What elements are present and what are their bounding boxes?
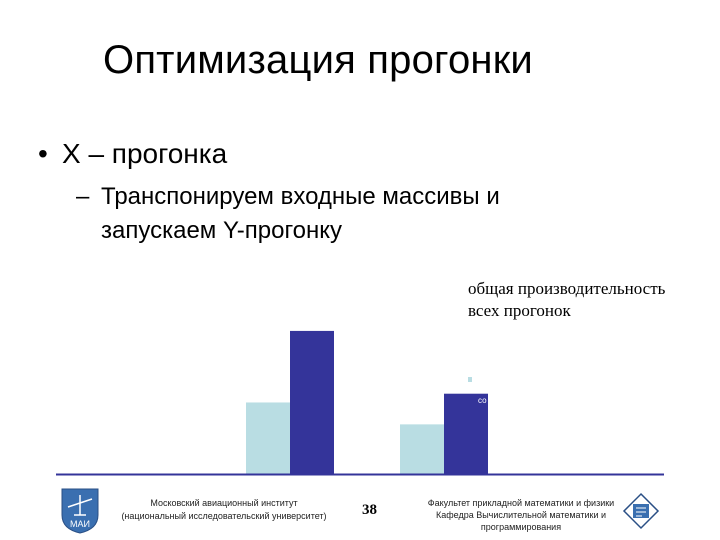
footer-faculty: Факультет прикладной математики и физики… — [414, 497, 628, 533]
sub-bullet-item: – Транспонируем входные массивы и запуск… — [76, 180, 636, 248]
footer-faculty-line-1: Факультет прикладной математики и физики — [427, 498, 615, 508]
footer-institute-line-1: Московский авиационный институт — [150, 498, 298, 508]
chart-caption: общая производительность всех прогонок — [468, 278, 713, 322]
bullet-item: • X – прогонка — [38, 138, 227, 170]
mai-logo: МАИ — [58, 485, 102, 540]
page-number: 38 — [362, 502, 377, 518]
sub-bullet-line-1: Транспонируем входные массивы и — [101, 183, 500, 210]
faculty-logo — [622, 492, 660, 535]
slide-title: Оптимизация прогонки — [103, 38, 533, 82]
bar-series2-group2 — [444, 393, 488, 474]
footer-institute: Московский авиационный институт (национа… — [104, 497, 344, 523]
chart-bars — [246, 330, 488, 474]
sub-bullet-dash: – — [76, 183, 90, 210]
bar-series1-group1 — [246, 402, 290, 474]
legend-swatch — [468, 377, 472, 382]
bar-series2-group1 — [290, 330, 334, 474]
svg-text:МАИ: МАИ — [70, 519, 90, 529]
bullet-marker: • — [38, 138, 48, 169]
sub-bullet-line-2: запускаем Y-прогонку — [101, 217, 343, 244]
footer-faculty-line-2: Кафедра Вычислительной математики и — [435, 510, 607, 520]
chart-caption-line-1: общая производительность — [468, 279, 666, 298]
bar-series1-group2 — [400, 424, 444, 474]
chart-caption-line-2: всех прогонок — [468, 301, 571, 320]
legend-label-fragment: со — [478, 396, 487, 405]
footer-institute-line-2: (национальный исследовательский универси… — [121, 511, 327, 521]
bullet-text: X – прогонка — [62, 138, 228, 169]
footer-faculty-line-3: программирования — [480, 522, 562, 532]
